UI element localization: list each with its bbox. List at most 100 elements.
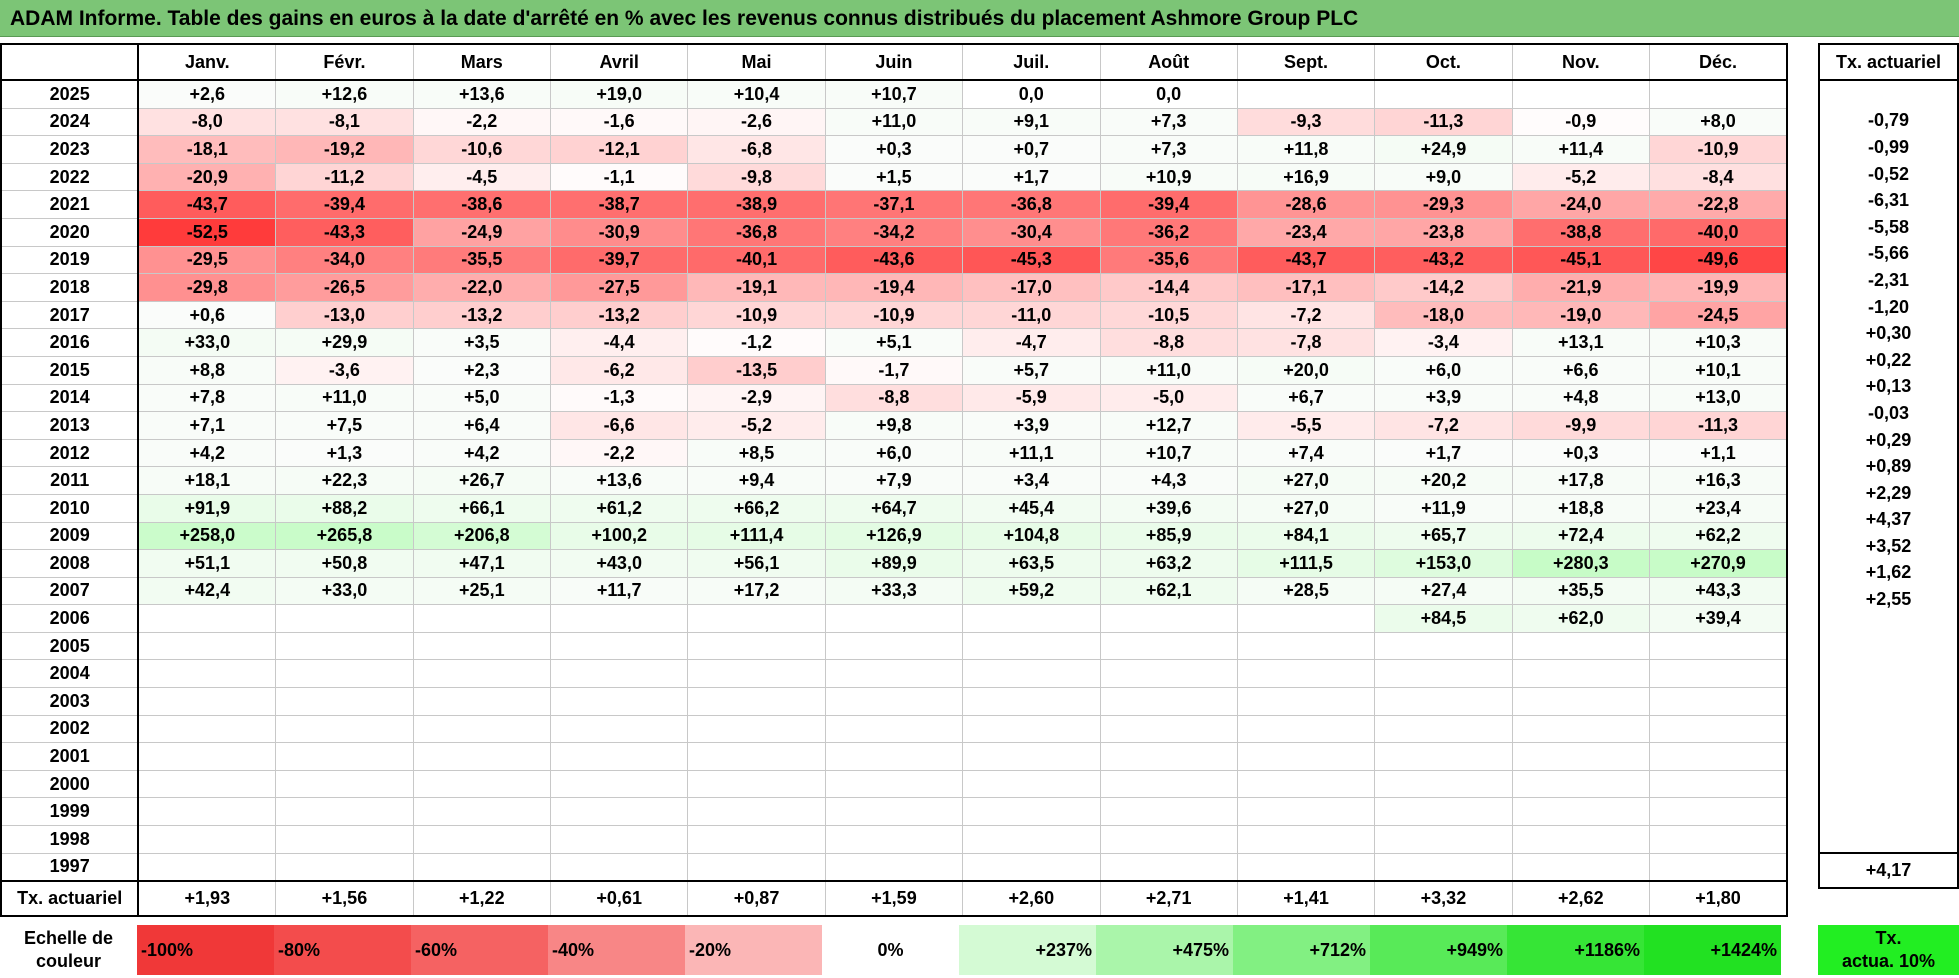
gain-cell: +11,0 <box>824 107 964 137</box>
gain-cell: -5,2 <box>687 411 826 440</box>
actuarial-rate-cell: -0,03 <box>1867 402 1910 423</box>
gain-cell: -11,0 <box>962 300 1101 330</box>
actuarial-rate-header: Tx. actuariel <box>1818 43 1959 81</box>
actuarial-rate-cell: +2,55 <box>1865 589 1912 610</box>
gain-cell: -17,1 <box>1236 273 1376 302</box>
year-label: 2009 <box>0 521 140 551</box>
gain-cell: +64,7 <box>824 493 964 523</box>
gain-cell: +13,6 <box>412 79 552 109</box>
gain-cell <box>687 659 826 689</box>
gain-cell <box>687 769 826 799</box>
actuarial-rate-cell: -0,99 <box>1867 136 1910 157</box>
gain-cell: -3,6 <box>275 355 414 385</box>
color-scale-swatch: 0% <box>822 925 959 975</box>
gain-cell <box>1374 687 1513 716</box>
table-row: 2007 +42,4 +33,0 +25,1 +11,7 +17,2 +33,3 +59,2 +… <box>0 576 1788 606</box>
gain-cell <box>412 742 552 771</box>
table-row: 2002 <box>0 714 1788 744</box>
gain-cell: -39,4 <box>1099 190 1238 219</box>
month-header-row: Janv. Févr. Mars Avril Mai Juin Juil. Août Sept.… <box>1 43 1788 81</box>
table-row: +0,29 <box>1819 427 1958 454</box>
gain-cell: -2,9 <box>687 383 826 413</box>
actuarial-rate-cell: +3,52 <box>1865 535 1912 556</box>
table-row <box>1819 613 1958 640</box>
month-actuarial-rate: +0,87 <box>687 880 826 917</box>
page-title: ADAM Informe. Table des gains en euros à… <box>0 0 1959 37</box>
gain-cell <box>1374 769 1513 799</box>
gain-cell: +6,6 <box>1511 355 1651 385</box>
gain-cell: +206,8 <box>412 521 552 551</box>
gain-cell: -6,8 <box>687 135 826 164</box>
gain-cell: -39,4 <box>275 190 414 219</box>
year-label: 2006 <box>0 604 140 633</box>
gain-cell: +12,7 <box>1099 411 1238 440</box>
gain-cell <box>412 631 552 661</box>
table-row <box>1819 80 1958 108</box>
gain-cell: -8,0 <box>137 107 277 137</box>
gain-cell: -35,5 <box>412 245 552 275</box>
gain-cell <box>549 852 689 882</box>
gain-cell: -30,4 <box>962 217 1101 247</box>
gain-cell <box>1649 852 1788 882</box>
table-row: 2005 <box>0 631 1788 661</box>
gain-cell <box>687 797 826 827</box>
gain-cell <box>137 659 277 689</box>
month-header: Juil. <box>962 43 1101 81</box>
table-row <box>1819 746 1958 773</box>
year-label: 1999 <box>0 797 140 827</box>
gain-cell: -3,4 <box>1374 328 1513 357</box>
gain-cell: +23,4 <box>1649 493 1788 523</box>
gain-cell: +25,1 <box>412 576 552 606</box>
gain-cell <box>137 742 277 771</box>
gain-cell <box>1099 797 1238 827</box>
gain-cell <box>137 852 277 882</box>
month-header: Avril <box>549 43 689 81</box>
gain-cell: +24,9 <box>1374 135 1513 164</box>
gain-cell: +153,0 <box>1374 549 1513 578</box>
gain-cell: +11,0 <box>1099 355 1238 385</box>
table-row: +3,52 <box>1819 533 1958 560</box>
gain-cell <box>687 714 826 744</box>
table-row <box>1819 799 1958 826</box>
gain-cell <box>1511 852 1651 882</box>
month-header: Janv. <box>137 43 277 81</box>
gain-cell: -27,5 <box>549 273 689 302</box>
year-label: 2003 <box>0 687 140 716</box>
gain-cell <box>1236 687 1376 716</box>
gain-cell: +4,3 <box>1099 466 1238 495</box>
gain-cell: +65,7 <box>1374 521 1513 551</box>
actuarial-rate-cell <box>1819 826 1958 854</box>
gain-cell <box>824 604 964 633</box>
year-label: 2018 <box>0 273 140 302</box>
gain-cell: +1,1 <box>1649 438 1788 468</box>
gain-cell: -7,8 <box>1236 328 1376 357</box>
gain-cell <box>1511 659 1651 689</box>
gain-cell <box>687 631 826 661</box>
year-label: 2005 <box>0 631 140 661</box>
actuarial-rate-cell <box>1819 799 1958 826</box>
table-row <box>1819 772 1958 799</box>
footer-label: Tx. actuariel <box>0 880 140 917</box>
gain-cell: -1,3 <box>549 383 689 413</box>
gain-cell: +126,9 <box>824 521 964 551</box>
gain-cell: -11,3 <box>1374 107 1513 137</box>
gain-cell: -4,7 <box>962 328 1101 357</box>
table-row: 2001 <box>0 742 1788 771</box>
table-row: 2021 -43,7 -39,4 -38,6 -38,7 -38,9 -37,1 -36,8-… <box>0 190 1788 219</box>
gain-cell <box>1649 687 1788 716</box>
gain-cell: -2,2 <box>549 438 689 468</box>
year-label: 2024 <box>0 107 140 137</box>
table-row: 2006 +84,5 +62,0 +39,4 <box>0 604 1788 633</box>
gain-cell: -40,0 <box>1649 217 1788 247</box>
gain-cell: -2,2 <box>412 107 552 137</box>
gain-cell <box>549 687 689 716</box>
gain-cell: -17,0 <box>962 273 1101 302</box>
gain-cell: -18,1 <box>137 135 277 164</box>
gain-cell <box>962 742 1101 771</box>
month-actuarial-rate: +1,56 <box>275 880 414 917</box>
table-row <box>1819 826 1958 854</box>
gain-cell: +10,7 <box>824 79 964 109</box>
gain-cell: +0,3 <box>1511 438 1651 468</box>
table-row <box>1819 719 1958 746</box>
actuarial-rate-cell: -0,79 <box>1867 110 1910 131</box>
